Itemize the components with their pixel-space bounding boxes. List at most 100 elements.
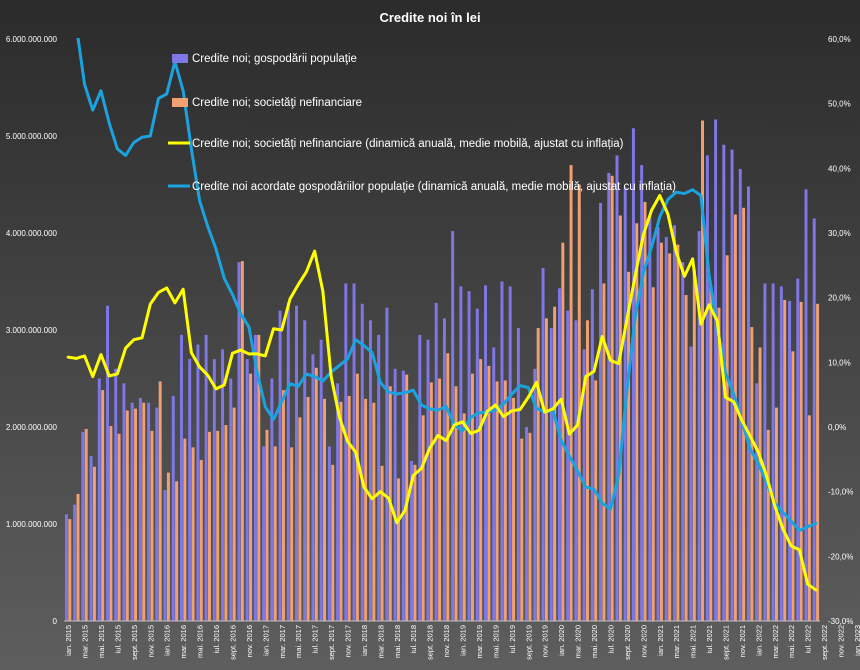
- x-axis-tick-label: ian. 2015: [64, 625, 73, 656]
- companies-bar: [520, 438, 524, 621]
- companies-bar: [117, 433, 121, 621]
- companies-bar: [249, 373, 253, 621]
- x-axis-tick-label: mar. 2018: [376, 625, 385, 658]
- right-axis-tick-label: 10,0%: [828, 358, 851, 367]
- households-bar: [336, 383, 340, 621]
- x-axis-tick-label: ian. 2019: [459, 625, 468, 656]
- companies-bar: [470, 373, 474, 621]
- x-axis-tick-label: mai. 2019: [491, 625, 500, 658]
- companies-bar: [495, 381, 499, 621]
- households-bar: [599, 202, 603, 621]
- companies-bar: [561, 242, 565, 621]
- companies-bar: [232, 407, 236, 621]
- households-bar: [245, 359, 249, 621]
- companies-bar: [323, 398, 327, 621]
- x-axis-tick-label: mar. 2015: [81, 625, 90, 658]
- companies-bar: [602, 283, 606, 621]
- companies-bar: [766, 429, 770, 621]
- households-bar: [796, 278, 800, 621]
- households-bar: [229, 378, 233, 621]
- companies-bar: [503, 380, 507, 621]
- companies-bar: [446, 353, 450, 621]
- companies-bar: [816, 303, 820, 621]
- households-bar: [681, 262, 685, 621]
- x-axis-tick-label: nov. 2015: [146, 625, 155, 657]
- x-axis-tick-label: ian. 2022: [754, 625, 763, 656]
- households-bar: [130, 402, 134, 621]
- x-axis-tick-label: mai. 2021: [689, 625, 698, 658]
- x-axis-tick-label: sept. 2019: [524, 625, 533, 660]
- households-bar: [730, 149, 734, 621]
- companies-bar: [166, 472, 170, 621]
- households-bar: [738, 168, 742, 622]
- households-bar: [319, 339, 323, 621]
- households-bar: [81, 431, 85, 621]
- companies-bar: [487, 365, 491, 621]
- companies-bar: [733, 214, 737, 621]
- companies-bar: [586, 320, 589, 621]
- companies-bar: [701, 120, 705, 621]
- x-axis-tick-label: sept. 2021: [722, 625, 731, 660]
- companies-bar: [68, 519, 72, 621]
- companies-bar: [364, 398, 368, 621]
- companies-bar: [76, 493, 80, 621]
- companies-bar: [380, 465, 384, 621]
- companies-bar: [462, 413, 466, 621]
- x-axis-tick-label: ian. 2016: [163, 625, 172, 656]
- x-axis-tick-label: nov. 2019: [541, 625, 550, 657]
- households-bar: [385, 307, 389, 621]
- companies-bar: [413, 464, 417, 621]
- companies-bar: [454, 386, 458, 621]
- households-bar: [746, 186, 750, 621]
- households-bar: [204, 334, 208, 621]
- legend: Credite noi; gospodării populaţie Credite…: [168, 53, 676, 193]
- left-axis-tick-label: 4.000.000.000: [6, 229, 58, 238]
- households-bar: [697, 231, 701, 621]
- companies-bar: [479, 359, 483, 621]
- x-axis-tick-label: mar. 2016: [179, 625, 188, 658]
- companies-bar: [635, 223, 639, 622]
- households-bar: [89, 456, 93, 621]
- households-bar: [418, 334, 422, 621]
- legend-entry-label: Credite noi; gospodării populaţie: [192, 53, 357, 65]
- companies-bar: [199, 459, 203, 621]
- households-bar: [114, 368, 118, 621]
- households-bar: [442, 318, 446, 621]
- households-bar: [64, 514, 68, 621]
- right-axis-tick-label: 0,0%: [828, 423, 846, 432]
- x-axis-tick-label: sept. 2015: [130, 625, 139, 660]
- companies-bar: [273, 446, 277, 621]
- companies-bar: [208, 431, 211, 621]
- companies-bar: [125, 410, 129, 621]
- households-bar: [615, 155, 619, 621]
- companies-bar: [807, 415, 811, 621]
- x-axis-tick-label: sept. 2017: [327, 625, 336, 660]
- x-axis-tick-label: sept. 2020: [623, 625, 632, 660]
- households-bar: [360, 303, 364, 621]
- households-bar: [138, 397, 142, 621]
- households-bar: [212, 359, 216, 621]
- x-axis-tick-label: sept. 2022: [820, 625, 829, 660]
- households-bar: [147, 402, 151, 621]
- x-axis-tick-label: sept. 2016: [229, 625, 238, 660]
- x-axis-tick-label: ian. 2018: [360, 625, 369, 656]
- households-bar: [812, 218, 816, 621]
- x-axis-tick-label: iul. 2019: [508, 625, 517, 653]
- companies-bar: [438, 378, 442, 621]
- households-bar: [434, 302, 438, 621]
- households-bar: [656, 227, 660, 621]
- right-axis-tick-label: -20,0%: [828, 552, 853, 561]
- households-bar: [73, 504, 77, 621]
- companies-bar: [331, 464, 335, 621]
- households-bar: [163, 490, 167, 621]
- companies-bar: [339, 401, 343, 621]
- households-bar: [763, 283, 767, 621]
- households-bar: [393, 368, 397, 621]
- x-axis-tick-label: ian. 2020: [557, 625, 566, 656]
- right-axis-tick-label: 40,0%: [828, 164, 851, 173]
- companies-bar: [709, 286, 713, 621]
- companies-bar: [553, 306, 557, 621]
- x-axis-tick-label: nov. 2020: [639, 625, 648, 657]
